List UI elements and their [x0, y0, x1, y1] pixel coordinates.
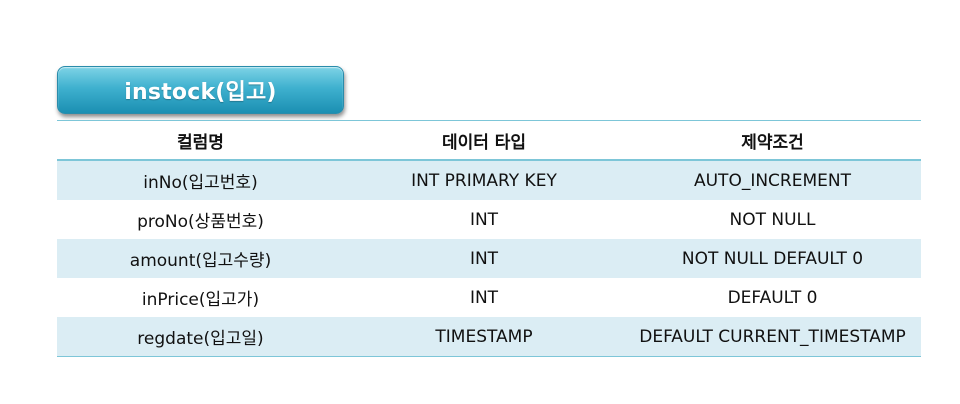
table-title: instock(입고) — [124, 80, 277, 105]
table-row: regdate(입고일) TIMESTAMP DEFAULT CURRENT_T… — [57, 317, 921, 357]
table-row: inPrice(입고가) INT DEFAULT 0 — [57, 278, 921, 317]
column-name-cell: regdate(입고일) — [57, 317, 344, 357]
header-row: 컬럼명 데이터 타입 제약조건 — [57, 120, 921, 161]
table-row: amount(입고수량) INT NOT NULL DEFAULT 0 — [57, 239, 921, 278]
data-type-header: 데이터 타입 — [344, 120, 624, 161]
data-type-cell: INT — [344, 239, 624, 278]
constraint-cell: DEFAULT CURRENT_TIMESTAMP — [624, 317, 921, 357]
data-type-cell: TIMESTAMP — [344, 317, 624, 357]
table-row: inNo(입고번호) INT PRIMARY KEY AUTO_INCREMEN… — [57, 160, 921, 200]
constraint-cell: NOT NULL DEFAULT 0 — [624, 239, 921, 278]
data-type-cell: INT — [344, 278, 624, 317]
table-title-badge: instock(입고) — [57, 66, 344, 114]
data-type-cell: INT — [344, 200, 624, 239]
column-name-cell: inNo(입고번호) — [57, 160, 344, 200]
column-name-cell: proNo(상품번호) — [57, 200, 344, 239]
column-name-header: 컬럼명 — [57, 120, 344, 161]
table-row: proNo(상품번호) INT NOT NULL — [57, 200, 921, 239]
column-name-cell: amount(입고수량) — [57, 239, 344, 278]
column-spec-table: 컬럼명 데이터 타입 제약조건 inNo(입고번호) INT PRIMARY K… — [57, 120, 921, 357]
data-type-cell: INT PRIMARY KEY — [344, 160, 624, 200]
constraint-cell: AUTO_INCREMENT — [624, 160, 921, 200]
constraint-cell: NOT NULL — [624, 200, 921, 239]
column-name-cell: inPrice(입고가) — [57, 278, 344, 317]
constraint-cell: DEFAULT 0 — [624, 278, 921, 317]
constraint-header: 제약조건 — [624, 120, 921, 161]
